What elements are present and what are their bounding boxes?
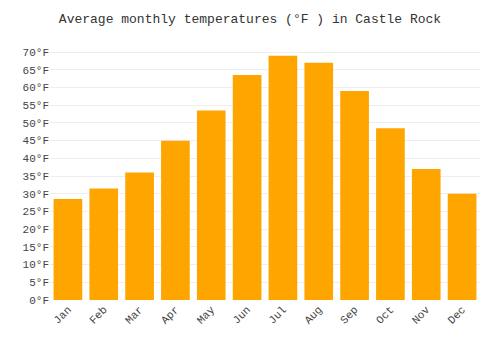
svg-text:Jan: Jan xyxy=(51,304,73,326)
svg-text:Oct: Oct xyxy=(374,304,396,326)
svg-text:Feb: Feb xyxy=(87,304,109,326)
svg-text:65°F: 65°F xyxy=(23,65,49,77)
svg-text:15°F: 15°F xyxy=(23,242,49,254)
svg-text:Sep: Sep xyxy=(338,304,360,326)
svg-text:25°F: 25°F xyxy=(23,206,49,218)
svg-text:35°F: 35°F xyxy=(23,171,49,183)
svg-text:Jul: Jul xyxy=(266,304,288,326)
svg-text:40°F: 40°F xyxy=(23,153,49,165)
svg-text:Aug: Aug xyxy=(302,304,324,326)
svg-text:30°F: 30°F xyxy=(23,189,49,201)
svg-text:Apr: Apr xyxy=(159,304,181,326)
svg-text:May: May xyxy=(195,304,218,327)
svg-text:10°F: 10°F xyxy=(23,259,49,271)
svg-text:Average monthly temperatures (: Average monthly temperatures (°F ) in Ca… xyxy=(59,12,441,27)
svg-text:45°F: 45°F xyxy=(23,135,49,147)
svg-text:Dec: Dec xyxy=(446,304,468,326)
svg-text:50°F: 50°F xyxy=(23,118,49,130)
svg-text:Jun: Jun xyxy=(231,304,253,326)
svg-text:70°F: 70°F xyxy=(23,47,49,59)
svg-text:Nov: Nov xyxy=(410,304,433,327)
svg-text:60°F: 60°F xyxy=(23,82,49,94)
svg-text:20°F: 20°F xyxy=(23,224,49,236)
svg-text:55°F: 55°F xyxy=(23,100,49,112)
svg-text:0°F: 0°F xyxy=(29,295,49,307)
svg-text:5°F: 5°F xyxy=(29,277,49,289)
svg-text:Mar: Mar xyxy=(123,304,145,326)
